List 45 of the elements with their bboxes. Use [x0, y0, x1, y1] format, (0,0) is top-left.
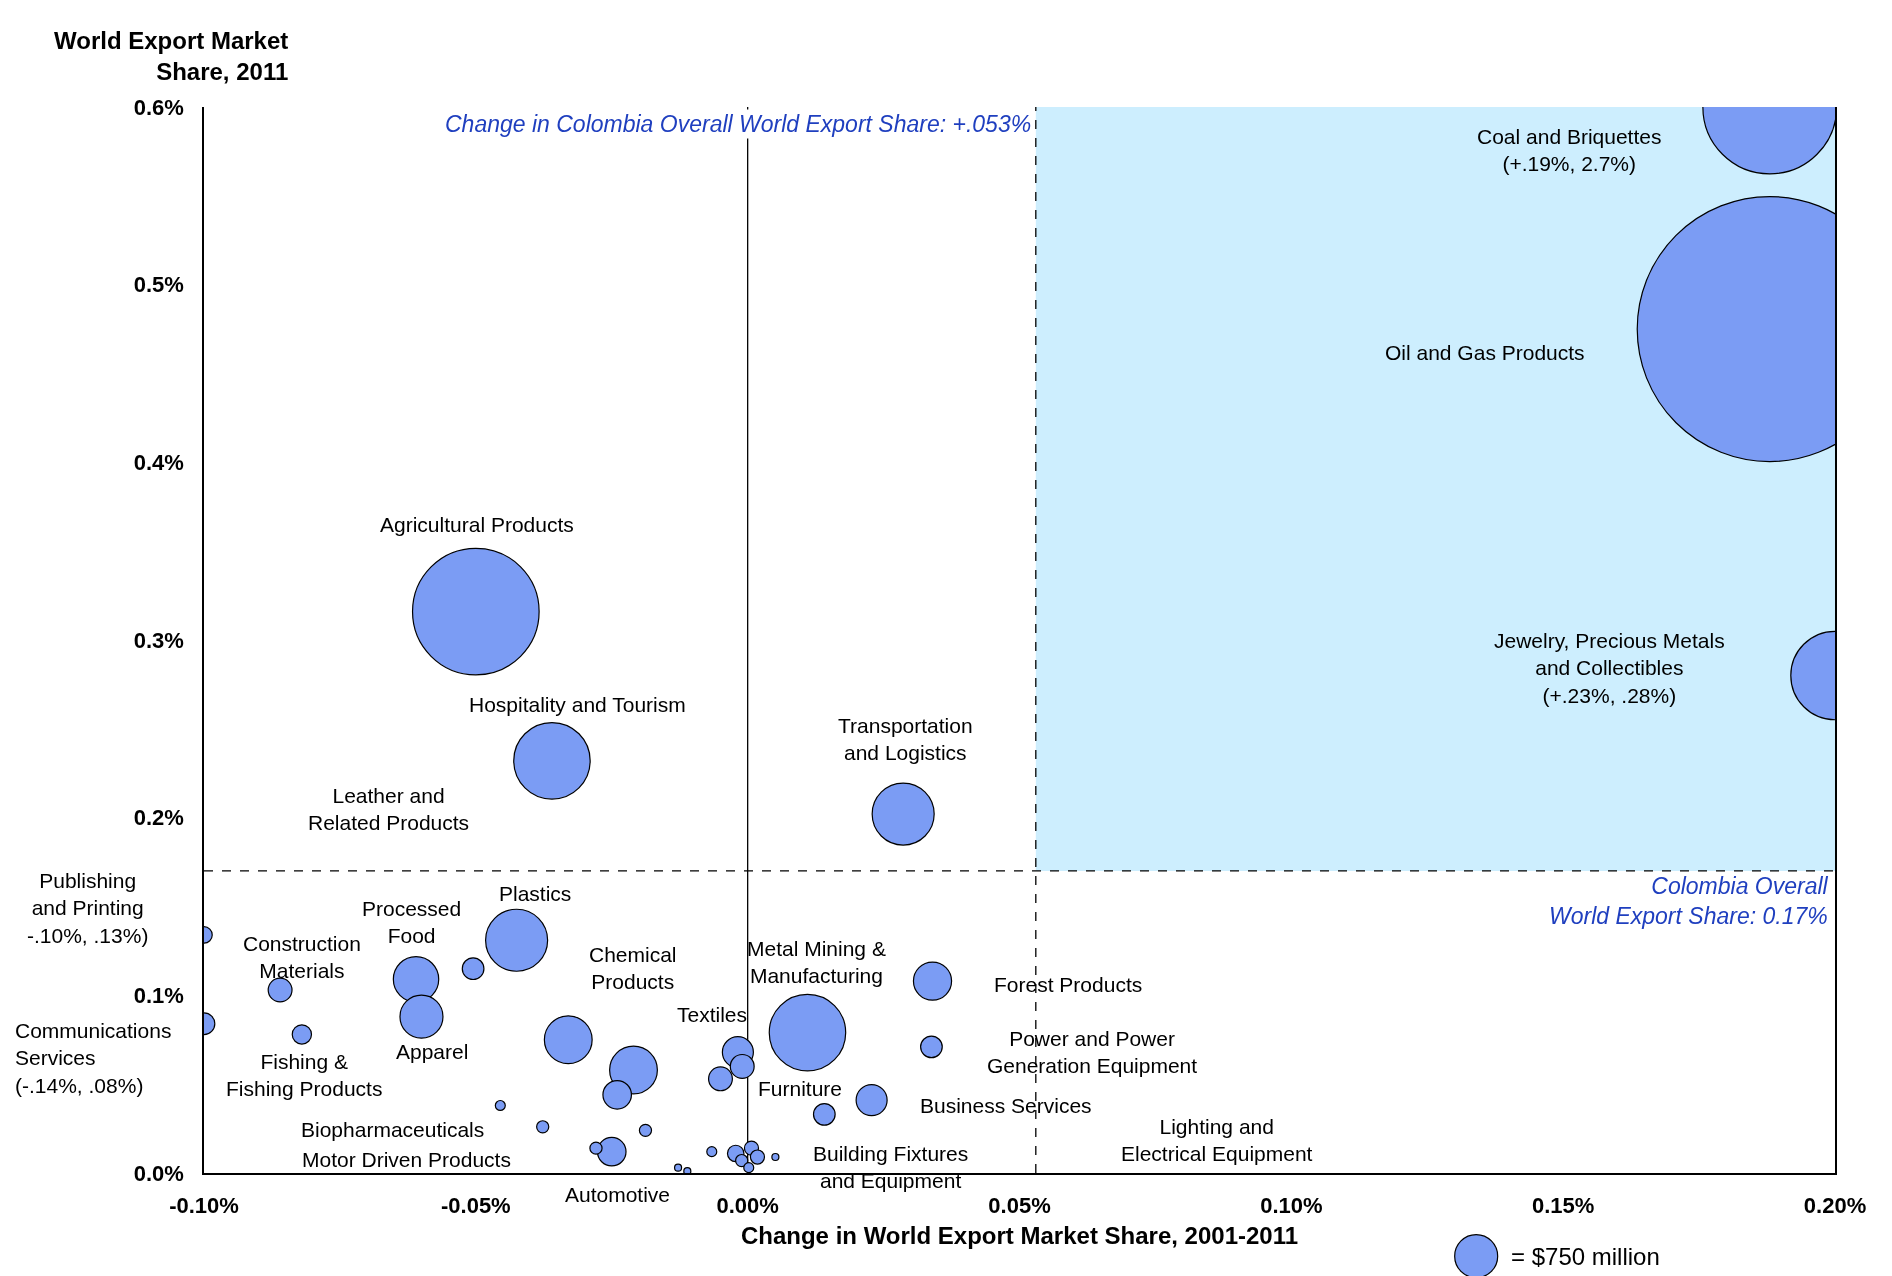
- annotation: Leather and Related Products: [308, 784, 470, 835]
- text: Communications Services (-.14%, .08%): [15, 1019, 172, 1097]
- annotation: Processed Food: [362, 897, 462, 948]
- x-axis-title: Change in World Export Market Share, 2001-2011: [740, 1221, 1299, 1249]
- y-tick-label: 0.3%: [133, 627, 184, 653]
- annotation: Chemical Products: [589, 943, 677, 994]
- text: Publishing and Printing -.10%, .13%): [27, 869, 149, 947]
- annotation: Business Services: [920, 1094, 1092, 1117]
- annotation: Biopharmaceuticals: [301, 1118, 485, 1141]
- text: Automotive: [565, 1183, 671, 1206]
- annotation: Forest Products: [994, 973, 1143, 996]
- y-tick-label: 0.0%: [133, 1160, 184, 1186]
- annotation: Lighting and Electrical Equipment: [1121, 1115, 1313, 1166]
- x-tick-label: 0.00%: [716, 1193, 779, 1219]
- y-tick-label: 0.1%: [133, 983, 184, 1009]
- x-tick-label: -0.10%: [169, 1193, 239, 1219]
- x-tick-label: 0.20%: [1803, 1193, 1867, 1219]
- annotation: Metal Mining & Manufacturing: [747, 937, 886, 988]
- x-tick-label: 0.15%: [1531, 1193, 1595, 1219]
- annotation: Coal and Briquettes (+.19%, 2.7%): [1477, 125, 1662, 176]
- y-axis-title: World Export Market Share, 2011: [54, 27, 289, 86]
- ref-line-label: Change in Colombia Overall World Export Share: +.053%: [445, 111, 1032, 137]
- annotation: Furniture: [758, 1077, 843, 1100]
- y-tick-label: 0.5%: [133, 272, 184, 298]
- annotation: Plastics: [499, 882, 572, 905]
- annotation: Apparel: [396, 1040, 469, 1063]
- y-tick-label: 0.4%: [133, 450, 184, 476]
- x-tick-label: 0.10%: [1260, 1193, 1323, 1219]
- annotation: Textiles: [677, 1003, 748, 1026]
- y-tick-label: 0.2%: [133, 805, 184, 831]
- annotation: Building Fixtures and Equipment: [813, 1142, 969, 1193]
- annotation: Power and Power Generation Equipment: [987, 1027, 1198, 1078]
- annotation: Motor Driven Products: [302, 1148, 511, 1171]
- annotation: Fishing & Fishing Products: [226, 1050, 383, 1101]
- legend-label: = $750 million: [1511, 1243, 1660, 1270]
- annotation: Oil and Gas Products: [1385, 341, 1585, 364]
- annotation: Construction Materials: [243, 932, 361, 983]
- annotation: Transportation and Logistics: [838, 714, 973, 765]
- annotation: Jewelry, Precious Metals and Collectibles (+.23%, .28%): [1494, 629, 1725, 707]
- x-tick-label: 0.05%: [988, 1193, 1051, 1219]
- ref-line-label: Colombia Overall World Export Share: 0.17%: [1549, 873, 1829, 929]
- annotation: Hospitality and Tourism: [469, 693, 686, 716]
- x-tick-label: -0.05%: [440, 1193, 511, 1219]
- y-tick-label: 0.6%: [133, 94, 184, 120]
- annotation: Agricultural Products: [380, 513, 574, 536]
